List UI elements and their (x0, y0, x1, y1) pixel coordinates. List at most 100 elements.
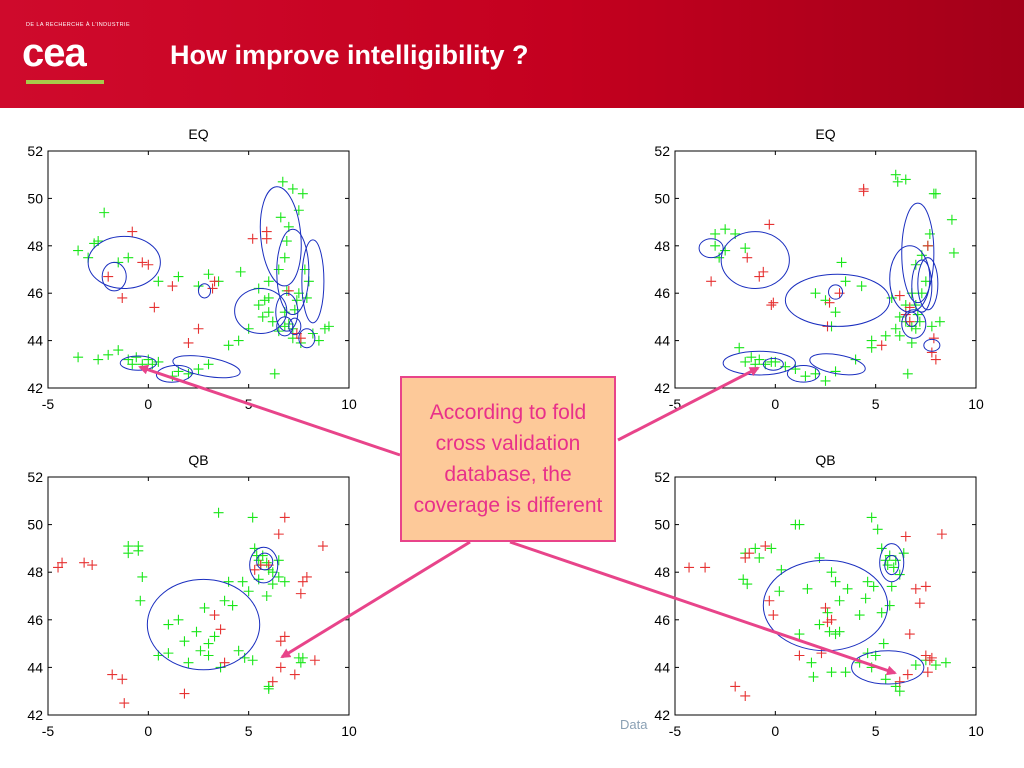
cluster-ellipse (911, 259, 933, 313)
y-tick-label: 50 (27, 190, 43, 206)
data-point (153, 276, 164, 287)
data-point (794, 519, 805, 530)
cea-logo: cea (22, 31, 104, 84)
data-point (890, 323, 901, 334)
plot-frame (674, 476, 977, 716)
data-point (740, 552, 751, 563)
data-point (277, 176, 288, 187)
data-point (806, 657, 817, 668)
data-point (195, 645, 206, 656)
data-point (742, 579, 753, 590)
data-point (283, 285, 294, 296)
data-point (199, 602, 210, 613)
data-point (249, 564, 260, 575)
data-point (876, 340, 887, 351)
data-point (233, 645, 244, 656)
callout-box: According to fold cross validation datab… (400, 376, 616, 542)
data-point (323, 321, 334, 332)
cluster-ellipse (276, 228, 310, 316)
data-point (209, 610, 220, 621)
data-point (898, 548, 909, 559)
data-point (297, 188, 308, 199)
data-point (53, 562, 64, 573)
y-tick-label: 50 (27, 517, 43, 533)
data-point (740, 356, 751, 367)
y-tick-label: 52 (27, 143, 43, 159)
data-point (317, 541, 328, 552)
data-point (936, 529, 947, 540)
data-point (758, 266, 769, 277)
data-point (940, 657, 951, 668)
cluster-ellipse (298, 328, 316, 349)
data-point (279, 321, 290, 332)
y-tick-label: 52 (27, 469, 43, 485)
data-point (866, 512, 877, 523)
data-point (215, 624, 226, 635)
data-point (219, 657, 230, 668)
arrow-to-qb-right (509, 540, 897, 676)
data-point (946, 214, 957, 225)
data-point (810, 368, 821, 379)
data-point (307, 328, 318, 339)
data-point (173, 614, 184, 625)
data-point (163, 648, 174, 659)
data-point (179, 688, 190, 699)
data-point (193, 323, 204, 334)
data-point (888, 562, 899, 573)
x-tick-label: 10 (341, 723, 357, 739)
cluster-ellipse (879, 543, 905, 583)
data-point (836, 257, 847, 268)
data-point (876, 607, 887, 618)
data-point (870, 650, 881, 661)
x-tick-label: 10 (968, 723, 984, 739)
cluster-ellipse (884, 555, 900, 576)
data-point (714, 252, 725, 263)
data-point (902, 669, 913, 680)
data-point (247, 512, 258, 523)
x-tick-label: 5 (245, 723, 253, 739)
data-point (824, 297, 835, 308)
plot-area (698, 169, 959, 386)
data-point (279, 252, 290, 263)
data-point (143, 354, 154, 365)
data-point (910, 300, 921, 311)
cluster-ellipse (101, 261, 127, 292)
data-point (263, 276, 274, 287)
data-point (275, 212, 286, 223)
plot-area (73, 176, 334, 383)
data-point (79, 557, 90, 568)
cluster-ellipse (809, 353, 866, 376)
data-point (886, 581, 897, 592)
data-point (273, 571, 284, 582)
data-point (872, 524, 883, 535)
data-point (802, 583, 813, 594)
data-point (858, 186, 869, 197)
cluster-ellipse (256, 552, 274, 571)
data-point (149, 302, 160, 313)
y-tick-label: 42 (654, 380, 670, 396)
data-point (948, 247, 959, 258)
cluster-ellipse (720, 231, 790, 289)
data-point (906, 337, 917, 348)
data-point (710, 240, 721, 251)
data-point (223, 340, 234, 351)
slide-title: How improve intelligibility ? (170, 40, 529, 70)
data-point (764, 595, 775, 606)
cluster-ellipse (786, 364, 820, 383)
cluster-ellipse (301, 239, 325, 324)
data-point (73, 352, 84, 363)
data-point (920, 650, 931, 661)
data-point (143, 259, 154, 270)
data-point (209, 276, 220, 287)
data-point (267, 316, 278, 327)
data-point (742, 252, 753, 263)
cluster-ellipse (288, 317, 302, 336)
data-point (117, 292, 128, 303)
data-point (814, 619, 825, 630)
data-point (866, 335, 877, 346)
data-point (750, 543, 761, 554)
data-point (926, 321, 937, 332)
data-point (57, 557, 68, 568)
data-point (826, 567, 837, 578)
